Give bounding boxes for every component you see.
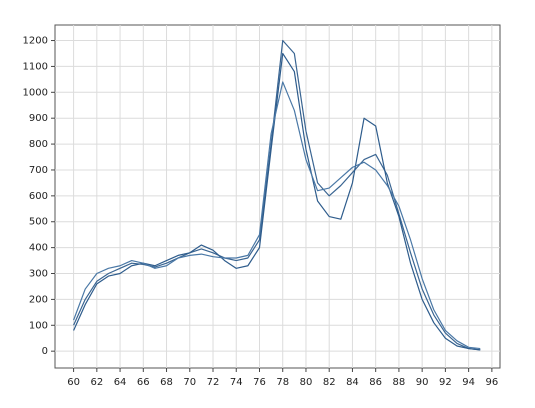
x-tick-label: 96 (485, 377, 498, 388)
x-tick-label: 94 (462, 377, 475, 388)
data-line (73, 39, 481, 351)
x-tick-label: 70 (183, 377, 196, 388)
y-tick-label: 200 (29, 294, 48, 305)
x-tick-label: 82 (323, 377, 336, 388)
x-tick-label: 72 (207, 377, 220, 388)
x-tick-label: 60 (67, 377, 80, 388)
x-tick-label: 74 (230, 377, 243, 388)
x-tick-label: 66 (137, 377, 150, 388)
y-tick-label: 400 (29, 243, 48, 254)
x-tick-label: 92 (439, 377, 452, 388)
x-tick-label: 64 (114, 377, 127, 388)
x-tick-label: 90 (416, 377, 429, 388)
plot-frame (54, 24, 501, 369)
y-tick-label: 900 (29, 113, 48, 124)
y-tick-label: 1200 (23, 36, 48, 47)
y-tick-label: 1100 (23, 61, 48, 72)
y-tick-label: 300 (29, 269, 48, 280)
x-tick-label: 62 (90, 377, 103, 388)
y-tick-label: 500 (29, 217, 48, 228)
x-tick-label: 84 (346, 377, 359, 388)
y-tick-label: 600 (29, 191, 48, 202)
x-tick-label: 80 (300, 377, 313, 388)
y-tick-label: 800 (29, 139, 48, 150)
x-tick-label: 78 (276, 377, 289, 388)
y-tick-label: 0 (42, 346, 48, 357)
x-tick-label: 76 (253, 377, 266, 388)
data-line (73, 81, 481, 350)
y-tick-label: 1000 (23, 87, 48, 98)
y-tick-label: 100 (29, 320, 48, 331)
data-line (73, 52, 481, 351)
y-tick-label: 700 (29, 165, 48, 176)
x-tick-label: 88 (393, 377, 406, 388)
x-tick-label: 86 (369, 377, 382, 388)
x-tick-label: 68 (160, 377, 173, 388)
